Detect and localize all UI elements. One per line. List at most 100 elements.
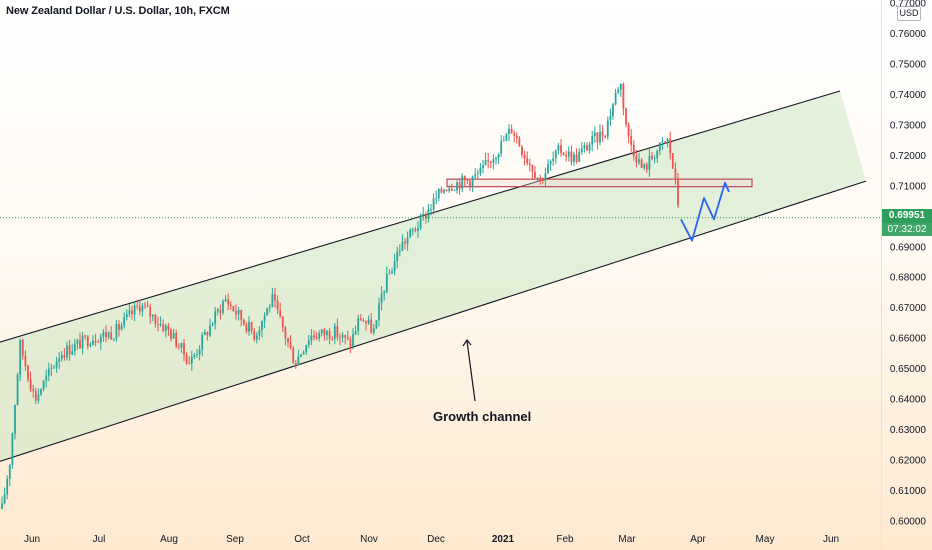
projection-path	[680, 181, 730, 242]
candle-body-up	[45, 375, 48, 381]
candle-body-down	[84, 335, 87, 337]
candle-body-up	[357, 318, 360, 332]
candle-body-up	[396, 251, 399, 262]
candle-body-up	[71, 351, 74, 355]
candle-body-down	[344, 335, 347, 338]
candle-body-up	[42, 380, 45, 390]
candle-body-up	[107, 332, 110, 338]
growth-channel-label: Growth channel	[433, 409, 532, 424]
candle-body-up	[591, 135, 594, 145]
candle-body-up	[50, 367, 53, 369]
candle-body-up	[268, 306, 271, 308]
candle-body-down	[664, 141, 666, 143]
candle-body-up	[320, 329, 323, 334]
candle-body-up	[401, 241, 404, 251]
candle-body-up	[375, 320, 378, 329]
candle-body-down	[253, 331, 256, 340]
candle-body-up	[372, 328, 375, 333]
candle-body-down	[450, 188, 453, 191]
candle-body-up	[648, 155, 651, 170]
candle-body-down	[669, 138, 672, 154]
currency-badge[interactable]: USD	[897, 6, 921, 21]
growth-channel	[0, 90, 867, 462]
candle-body-up	[354, 331, 357, 335]
candle-body-up	[159, 323, 162, 325]
candle-body-up	[123, 317, 126, 326]
candle-body-up	[492, 158, 495, 163]
candle-body-up	[614, 92, 617, 105]
candle-body-up	[60, 355, 63, 359]
candle-body-up	[398, 250, 401, 252]
candle-body-down	[674, 168, 677, 179]
candle-body-up	[383, 291, 386, 294]
candle-body-down	[138, 306, 141, 312]
bar-countdown: 07:32:02	[882, 223, 932, 236]
candle-body-up	[554, 150, 557, 159]
candle-body-up	[544, 173, 547, 181]
candle-body-up	[164, 325, 167, 331]
candle-body-down	[27, 366, 29, 380]
candle-body-up	[409, 229, 412, 238]
candle-body-up	[578, 152, 581, 162]
candle-body-down	[177, 346, 180, 348]
candle-body-down	[274, 294, 276, 301]
candle-body-up	[419, 215, 422, 229]
candle-body-down	[445, 189, 448, 191]
candle-body-down	[562, 152, 565, 155]
candle-body-down	[315, 337, 318, 339]
candle-body-up	[76, 340, 79, 344]
time-tick-label: May	[756, 534, 775, 545]
candle-body-down	[63, 355, 66, 358]
candle-body-up	[495, 157, 497, 159]
candle-body-down	[627, 124, 630, 137]
time-tick-label: Dec	[427, 534, 445, 545]
candle-body-up	[411, 229, 414, 231]
candle-body-up	[58, 358, 61, 362]
candle-body-up	[508, 128, 510, 134]
arrow-head	[462, 338, 472, 347]
candle-body-up	[47, 368, 50, 376]
candle-body-down	[229, 304, 232, 306]
candle-body-up	[6, 478, 9, 495]
candle-body-down	[526, 158, 529, 164]
candle-body-up	[73, 343, 76, 352]
candle-body-up	[224, 299, 227, 302]
candle-body-up	[261, 320, 263, 331]
time-tick-label: 2021	[492, 534, 515, 545]
candle-body-up	[479, 168, 482, 174]
candle-body-down	[97, 342, 100, 343]
candle-body-up	[203, 332, 206, 335]
candle-body-up	[505, 133, 508, 141]
candle-body-up	[552, 158, 555, 162]
candle-body-up	[417, 228, 419, 231]
candle-body-down	[466, 179, 469, 181]
candle-body-down	[162, 323, 165, 331]
time-tick-label: Jun	[823, 534, 839, 545]
candle-body-up	[536, 177, 539, 179]
candle-body-down	[424, 213, 427, 219]
candle-body-up	[214, 311, 217, 324]
candle-body-up	[643, 164, 646, 168]
time-tick-label: Mar	[618, 534, 636, 545]
candle-body-down	[284, 327, 287, 339]
candle-body-down	[289, 342, 292, 349]
time-tick-label: Apr	[690, 534, 706, 545]
candle-body-up	[422, 213, 425, 216]
candle-body-up	[125, 314, 128, 318]
candle-body-down	[521, 146, 523, 155]
candle-body-up	[443, 189, 445, 193]
candle-body-down	[136, 305, 139, 307]
candle-body-up	[549, 161, 552, 165]
candle-body-down	[185, 354, 188, 364]
candle-body-up	[266, 307, 269, 316]
candle-body-up	[388, 273, 391, 275]
candle-body-up	[1, 503, 3, 509]
price-axis[interactable]	[881, 0, 932, 550]
candle-body-up	[222, 301, 224, 313]
candle-body-up	[380, 293, 383, 304]
candle-body-down	[86, 336, 89, 347]
candle-body-up	[196, 354, 198, 355]
candle-body-down	[458, 182, 461, 189]
